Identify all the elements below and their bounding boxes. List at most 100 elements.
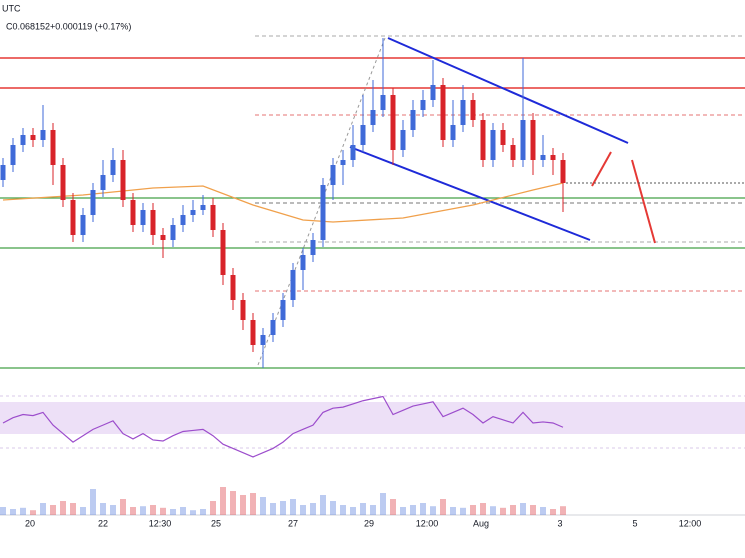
candle-body xyxy=(150,210,156,235)
candle-body xyxy=(530,120,536,160)
candle-body xyxy=(260,335,266,345)
volume-bar xyxy=(20,507,26,515)
volume-bar xyxy=(250,493,256,515)
volume-bar xyxy=(270,503,276,515)
candle-body xyxy=(110,160,116,175)
volume-bar xyxy=(120,499,126,515)
candle-body xyxy=(40,130,46,140)
volume-bar xyxy=(200,509,206,515)
volume-bar xyxy=(30,510,36,515)
candle-body xyxy=(470,100,476,120)
candle-body xyxy=(440,85,446,140)
volume-bar xyxy=(260,497,266,515)
volume-bar xyxy=(180,507,186,515)
volume-bar xyxy=(90,489,96,515)
volume-bar xyxy=(280,501,286,515)
candle-body xyxy=(70,200,76,235)
volume-bar xyxy=(210,501,216,515)
x-tick-label: Aug xyxy=(473,518,489,528)
volume-bar xyxy=(240,495,246,515)
candle-body xyxy=(120,160,126,200)
candle-body xyxy=(560,160,566,183)
candle-body xyxy=(500,130,506,145)
candle-body xyxy=(550,155,556,160)
volume-bar xyxy=(420,503,426,515)
x-tick-label: 27 xyxy=(288,518,298,528)
candle-body xyxy=(60,165,66,200)
candle-body xyxy=(410,110,416,130)
candle-body xyxy=(160,235,166,240)
x-tick-label: 12:30 xyxy=(149,518,172,528)
volume-bar xyxy=(40,503,46,515)
volume-bar xyxy=(110,505,116,515)
channel-upper xyxy=(387,37,629,144)
volume-bar xyxy=(80,507,86,515)
candle-body xyxy=(100,175,106,190)
candle-body xyxy=(390,95,396,150)
forecast-up xyxy=(591,151,612,187)
forecast-down xyxy=(631,159,656,244)
x-tick-label: 29 xyxy=(364,518,374,528)
candle-body xyxy=(360,125,366,145)
volume-bar xyxy=(340,505,346,515)
volume-bar xyxy=(550,509,556,515)
volume-bar xyxy=(0,507,6,515)
volume-bar xyxy=(170,509,176,515)
candle-body xyxy=(180,215,186,225)
candle-body xyxy=(130,200,136,225)
candle-body xyxy=(540,155,546,160)
timezone: UTC xyxy=(2,3,21,13)
volume-bar xyxy=(430,506,436,515)
x-tick-label: 12:00 xyxy=(679,518,702,528)
candle-body xyxy=(280,300,286,320)
volume-bar xyxy=(310,503,316,515)
rsi-band xyxy=(0,402,745,434)
candle-body xyxy=(30,135,36,140)
candle-body xyxy=(170,225,176,240)
candle-body xyxy=(190,210,196,215)
candle-body xyxy=(200,205,206,210)
volume-bar xyxy=(160,507,166,515)
volume-bar xyxy=(290,499,296,515)
volume-bar xyxy=(510,505,516,515)
volume-bar xyxy=(480,503,486,515)
candle-body xyxy=(80,215,86,235)
candle-body xyxy=(490,130,496,160)
candle-body xyxy=(270,320,276,335)
volume-bar xyxy=(460,507,466,515)
candle-body xyxy=(350,145,356,160)
volume-bar xyxy=(220,487,226,515)
volume-bar xyxy=(150,505,156,515)
volume-bar xyxy=(360,503,366,515)
last-close: C0.068152 xyxy=(6,21,50,31)
candle-body xyxy=(420,100,426,110)
candle-body xyxy=(450,125,456,140)
volume-bar xyxy=(70,503,76,515)
x-tick-label: 20 xyxy=(25,518,35,528)
x-tick-label: 12:00 xyxy=(416,518,439,528)
candle-body xyxy=(370,110,376,125)
volume-bar xyxy=(230,491,236,515)
candle-body xyxy=(300,255,306,270)
candle-body xyxy=(210,205,216,230)
volume-bar xyxy=(540,507,546,515)
candle-body xyxy=(310,240,316,255)
x-tick-label: 22 xyxy=(98,518,108,528)
volume-bar xyxy=(130,507,136,515)
candle-body xyxy=(10,145,16,165)
volume-bar xyxy=(500,507,506,515)
volume-bar xyxy=(100,503,106,515)
candle-body xyxy=(220,230,226,275)
candle-body xyxy=(460,100,466,125)
volume-bar xyxy=(440,499,446,515)
volume-bar xyxy=(530,505,536,515)
candle-body xyxy=(0,165,6,180)
volume-bar xyxy=(450,507,456,515)
candle-body xyxy=(340,160,346,165)
volume-bar xyxy=(60,501,66,515)
volume-bar xyxy=(410,505,416,515)
candle-body xyxy=(430,85,436,100)
volume-bar xyxy=(470,505,476,515)
